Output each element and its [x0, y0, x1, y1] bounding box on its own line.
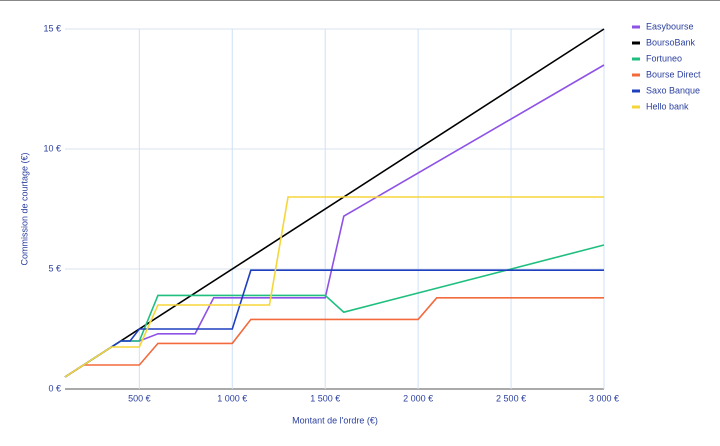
legend-label: Fortuneo — [646, 53, 682, 63]
line-series — [64, 64, 605, 378]
x-tick-label: 2 000 € — [403, 393, 433, 403]
y-axis-label: Commission de courtage (€) — [19, 152, 29, 265]
x-tick-label: 500 € — [128, 393, 151, 403]
y-tick-label: 0 € — [48, 383, 61, 393]
x-tick-label: 2 500 € — [496, 393, 526, 403]
x-tick-label: 1 500 € — [310, 393, 340, 403]
legend-label: Bourse Direct — [646, 69, 701, 79]
line-series — [64, 28, 605, 378]
legend-label: Saxo Banque — [646, 85, 700, 95]
line-series — [64, 296, 604, 378]
legend-label: Hello bank — [646, 101, 689, 111]
x-tick-label: 1 000 € — [217, 393, 247, 403]
line-series — [64, 196, 604, 378]
x-axis-label: Montant de l'ordre (€) — [292, 415, 378, 425]
line-series — [64, 269, 604, 378]
legend-label: Easybourse — [646, 21, 694, 31]
y-tick-label: 5 € — [48, 263, 61, 273]
y-tick-label: 15 € — [43, 23, 61, 33]
y-tick-label: 10 € — [43, 143, 61, 153]
x-tick-label: 3 000 € — [589, 393, 619, 403]
legend-label: BoursoBank — [646, 37, 696, 47]
